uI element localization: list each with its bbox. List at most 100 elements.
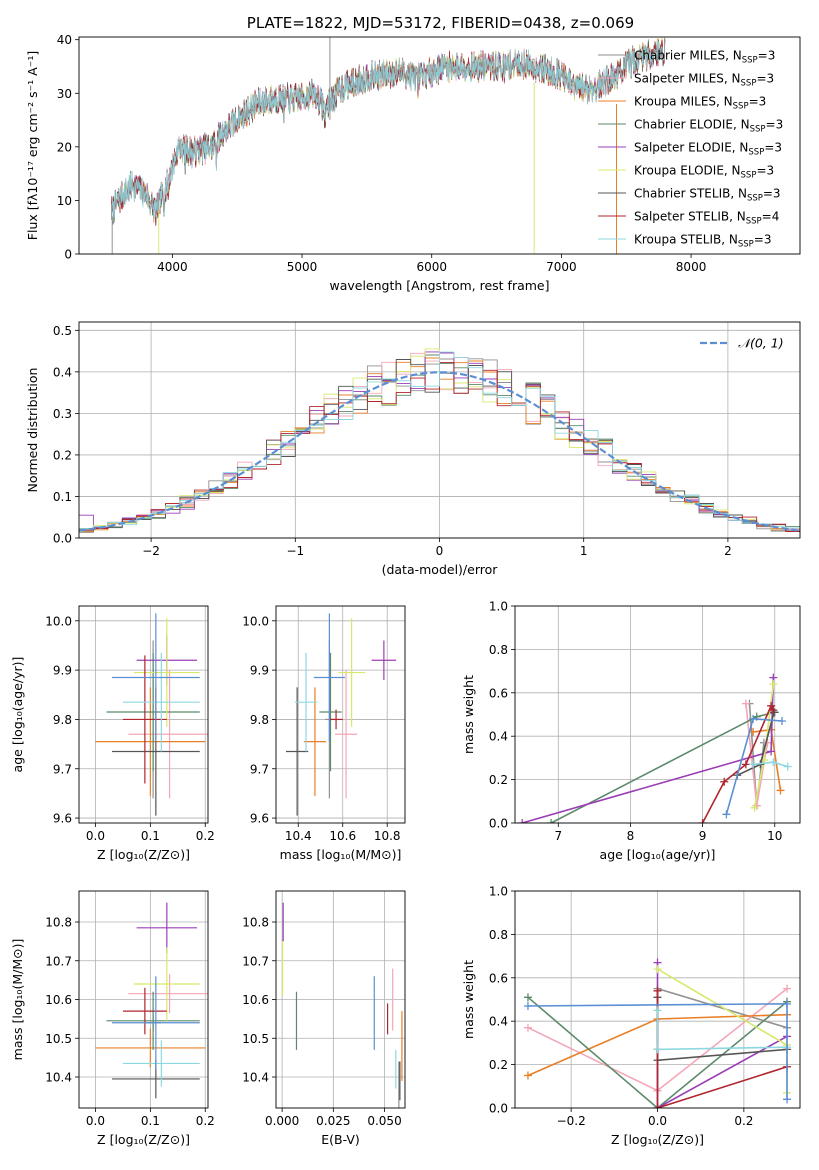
y-axis-label: Flux [fλ10⁻¹⁷ erg cm⁻² s⁻¹ A⁻¹]: [25, 51, 40, 240]
x-tick-label: 10.4: [285, 829, 312, 843]
y-tick-label: 0.6: [489, 971, 508, 985]
legend-entry: 𝒩(0, 1): [738, 336, 784, 351]
legend-entry: Salpeter STELIB, NSSP=4: [634, 210, 779, 227]
legend-entry: Chabrier MILES, NSSP=3: [634, 49, 775, 66]
residual-histogram: [79, 351, 800, 529]
y-tick-label: 1.0: [489, 600, 508, 614]
y-tick-label: 0.2: [489, 1058, 508, 1072]
y-tick-label: 10.7: [242, 954, 269, 968]
age-vs-z-points: [95, 613, 208, 816]
x-axis-label: Z [log₁₀(Z/Z⊙)]: [97, 847, 190, 862]
spectrum-series-line: [111, 37, 666, 223]
y-tick-label: 10: [57, 194, 72, 208]
spectrum-series-line: [111, 37, 666, 222]
x-tick-label: 0.050: [367, 1114, 401, 1128]
weight-marker: [750, 803, 759, 812]
y-tick-label: 40: [57, 33, 72, 47]
y-tick-label: 30: [57, 87, 72, 101]
residual-legend: 𝒩(0, 1): [700, 336, 784, 351]
y-tick-label: 10.6: [242, 993, 269, 1007]
x-tick-label: 4000: [157, 260, 188, 274]
y-tick-label: 1.0: [489, 885, 508, 899]
y-tick-label: 10.0: [45, 614, 72, 628]
x-tick-label: 5000: [287, 260, 318, 274]
weight-marker: [653, 965, 662, 974]
weight-marker: [783, 1095, 792, 1104]
residual-steps: [79, 348, 800, 533]
spectrum-lines: [111, 37, 666, 254]
weight-marker: [653, 1045, 662, 1054]
y-tick-label: 0.5: [53, 324, 72, 338]
normal-reference-curve: [79, 371, 798, 532]
mass-vs-z-points: [95, 902, 208, 1099]
legend-entry: Chabrier ELODIE, NSSP=3: [634, 118, 783, 135]
y-tick-label: 9.9: [53, 664, 72, 678]
x-tick-label: 6000: [416, 260, 447, 274]
x-tick-label: 0.2: [196, 829, 215, 843]
weight-marker: [523, 1071, 532, 1080]
x-tick-label: 1: [580, 544, 588, 558]
spectrum-series-line: [111, 37, 666, 225]
weight-marker: [518, 819, 527, 823]
mass-vs-ebv-points: [281, 902, 403, 1108]
x-tick-label: 0.1: [141, 1114, 160, 1128]
weight-marker: [720, 777, 729, 786]
x-axis-label: wavelength [Angstrom, rest frame]: [329, 278, 549, 293]
legend-entry: Kroupa MILES, NSSP=3: [634, 95, 766, 112]
weight-vs-z-lines: [523, 958, 792, 1108]
spectrum-series-line: [111, 38, 666, 226]
weight-vs-age-lines: [518, 673, 792, 823]
y-tick-label: 0.3: [53, 407, 72, 421]
weight-marker: [523, 993, 532, 1002]
x-axis-label: mass [log₁₀(M/M⊙)]: [280, 847, 402, 862]
legend-entry: Salpeter ELODIE, NSSP=3: [634, 141, 782, 158]
weight-marker: [777, 717, 786, 726]
spectrum-title: PLATE=1822, MJD=53172, FIBERID=0438, z=0…: [247, 14, 634, 32]
y-tick-label: 9.7: [250, 762, 269, 776]
spectrum-axes: 4000 5000 6000 7000 8000 0 10 20 30 40 wavelength …: [25, 33, 706, 293]
x-tick-label: 7000: [546, 260, 577, 274]
x-tick-label: −2: [142, 544, 160, 558]
mass-vs-ebv-frame: [275, 890, 406, 1109]
x-tick-label: 0.025: [316, 1114, 350, 1128]
y-tick-label: 10.7: [45, 954, 72, 968]
y-tick-label: 10.6: [45, 993, 72, 1007]
residuals-frame: [78, 321, 801, 539]
weight-vs-z-frame: [514, 890, 801, 1109]
x-tick-label: −0.2: [557, 1114, 586, 1128]
y-tick-label: 10.4: [242, 1071, 269, 1085]
weight-marker: [749, 760, 758, 769]
weight-vs-age-axes: 7 8 9 10 0.0 0.2 0.4 0.6 0.8 1.0 age [log₁₀(age/yr…: [461, 600, 800, 862]
y-axis-label: Normed distribution: [25, 368, 40, 493]
legend-entry: Kroupa ELODIE, NSSP=3: [634, 164, 774, 181]
y-axis-label: mass [log₁₀(M/M⊙)]: [10, 939, 25, 1061]
age-vs-mass-axes: 10.4 10.6 10.8 9.6 9.7 9.8 9.9 10.0 mass [log₁₀(…: [242, 606, 405, 862]
weight-marker: [698, 819, 707, 823]
y-tick-label: 0.0: [53, 532, 72, 546]
y-axis-label: age [log₁₀(age/yr)]: [10, 657, 25, 773]
spectrum-series-line: [111, 39, 666, 224]
y-tick-label: 20: [57, 140, 72, 154]
weight-marker: [749, 714, 758, 723]
y-tick-label: 9.7: [53, 762, 72, 776]
mass-vs-z-frame: [78, 890, 209, 1109]
y-tick-label: 0.4: [489, 1015, 508, 1029]
weight-marker: [523, 1002, 532, 1011]
y-tick-label: 0.1: [53, 490, 72, 504]
x-tick-label: 0.1: [141, 829, 160, 843]
weight-marker: [749, 727, 758, 736]
y-tick-label: 9.8: [53, 713, 72, 727]
x-tick-label: 0.0: [648, 1114, 667, 1128]
legend-entry: Salpeter MILES, NSSP=3: [634, 72, 774, 89]
x-tick-label: 10.8: [374, 829, 401, 843]
weight-marker: [722, 810, 731, 819]
x-axis-label: E(B-V): [321, 1132, 360, 1147]
y-tick-label: 0.0: [489, 817, 508, 831]
x-tick-label: 0.2: [196, 1114, 215, 1128]
weight-line: [527, 996, 788, 1108]
y-tick-label: 0.4: [489, 730, 508, 744]
weight-marker: [783, 999, 792, 1008]
y-tick-label: 9.9: [250, 664, 269, 678]
y-tick-label: 0.8: [489, 928, 508, 942]
weight-marker: [653, 1006, 662, 1015]
